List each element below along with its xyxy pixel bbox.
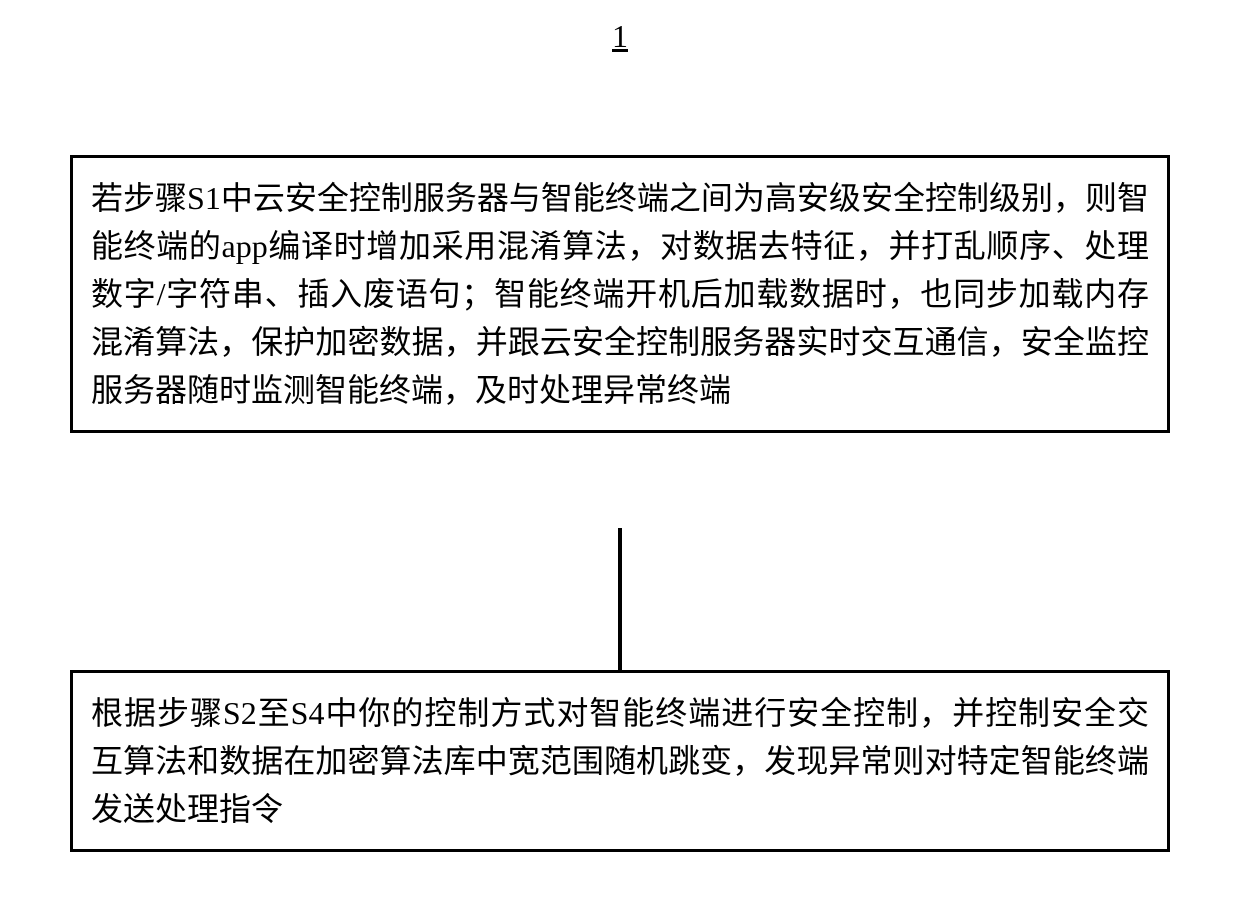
flowchart-box-2-text: 根据步骤S2至S4中你的控制方式对智能终端进行安全控制，并控制安全交互算法和数据… — [91, 695, 1149, 827]
flowchart-box-2: 根据步骤S2至S4中你的控制方式对智能终端进行安全控制，并控制安全交互算法和数据… — [70, 670, 1170, 852]
figure-number-label: 1 — [612, 18, 628, 55]
flowchart-box-1: 若步骤S1中云安全控制服务器与智能终端之间为高安级安全控制级别，则智能终端的ap… — [70, 155, 1170, 433]
flowchart-connector-1-2 — [618, 528, 622, 670]
flowchart-box-1-text: 若步骤S1中云安全控制服务器与智能终端之间为高安级安全控制级别，则智能终端的ap… — [91, 180, 1149, 408]
